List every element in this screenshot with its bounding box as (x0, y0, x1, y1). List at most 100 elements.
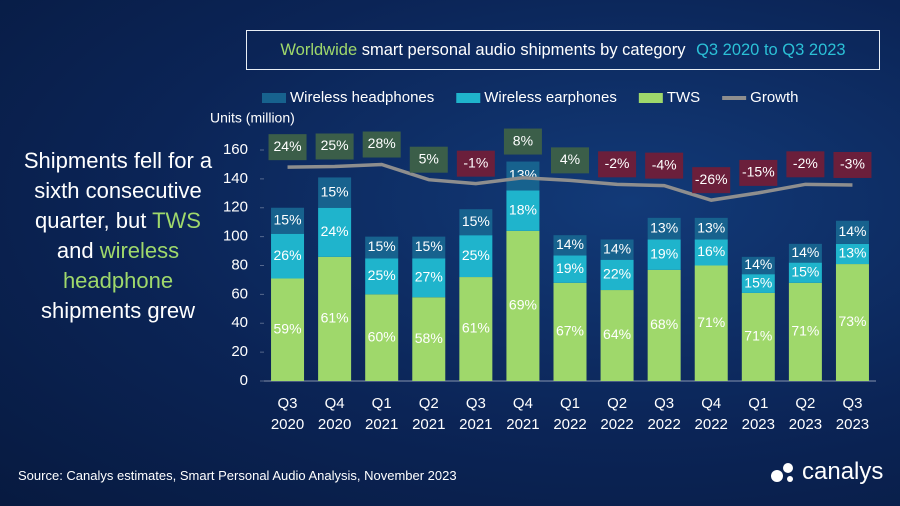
share-label: 71% (697, 314, 725, 330)
x-tick-label: 2021 (506, 416, 539, 433)
title-part: Q3 2020 to Q3 2023 (696, 41, 846, 59)
bar-segment (365, 258, 399, 295)
bar-segment (271, 278, 305, 381)
share-label: 15% (368, 238, 396, 254)
y-tick-label: 80 (231, 256, 248, 273)
growth-label: 8% (513, 132, 533, 148)
growth-label: -15% (742, 164, 775, 180)
x-tick-label: Q1 (372, 395, 392, 412)
growth-label: 25% (321, 137, 349, 153)
x-tick-label: Q1 (560, 395, 580, 412)
bar-segment (459, 277, 493, 381)
bar-segment (412, 236, 446, 259)
chart-title: Worldwide smart personal audio shipments… (246, 30, 880, 70)
growth-label-box (503, 128, 542, 155)
logo-icon (771, 463, 793, 482)
bar-segment (506, 230, 540, 381)
bar-segment (365, 236, 399, 259)
x-tick-label: 2022 (553, 416, 586, 433)
bar-segment (365, 294, 399, 381)
growth-label-box (456, 150, 495, 177)
x-tick-label: Q3 (842, 395, 862, 412)
growth-label: 28% (368, 135, 396, 151)
x-tick-label: 2022 (600, 416, 633, 433)
share-label: 27% (415, 268, 443, 284)
bar-segment (694, 239, 728, 266)
x-tick-label: 2021 (412, 416, 445, 433)
bar-segment (459, 209, 493, 236)
bar-segment (835, 264, 869, 381)
share-label: 15% (415, 238, 443, 254)
growth-label-box (362, 131, 401, 158)
growth-label-box (692, 167, 731, 194)
note-part: and (56, 238, 94, 263)
bar-segment (788, 262, 822, 283)
x-tick-label: 2023 (742, 416, 775, 433)
bar-segment (553, 235, 587, 256)
growth-label-box (833, 151, 872, 178)
note-part: wireless headphone (62, 238, 180, 293)
bar-segment (647, 217, 681, 240)
bar-segment (506, 190, 540, 231)
x-tick-label: Q1 (748, 395, 768, 412)
share-label: 59% (274, 320, 302, 336)
x-tick-label: 2020 (271, 416, 304, 433)
share-label: 68% (650, 316, 678, 332)
share-label: 25% (462, 247, 490, 263)
bar-segment (694, 265, 728, 381)
share-label: 24% (321, 223, 349, 239)
bar-segment (741, 256, 775, 275)
share-label: 61% (321, 310, 349, 326)
x-tick-label: Q4 (701, 395, 721, 412)
growth-label-box (551, 147, 589, 174)
growth-label: -2% (605, 155, 630, 171)
bar-segment (318, 256, 352, 381)
growth-label: -2% (793, 155, 818, 171)
note-part: shipments grew (40, 298, 196, 323)
share-label: 13% (838, 245, 866, 261)
share-label: 58% (415, 330, 443, 346)
x-tick-label: 2022 (647, 416, 680, 433)
share-label: 14% (744, 256, 772, 272)
share-label: 14% (603, 240, 631, 256)
share-label: 15% (791, 263, 819, 279)
bar-segment (553, 282, 587, 381)
x-tick-label: Q3 (466, 395, 486, 412)
side-note: Shipments fell for a sixth consecutive q… (14, 146, 222, 326)
share-label: 18% (509, 201, 537, 217)
bar-segment (600, 259, 634, 291)
bar-segment (553, 255, 587, 283)
share-label: 16% (697, 243, 725, 259)
source: Source: Canalys estimates, Smart Persona… (18, 468, 457, 483)
bar-segment (741, 292, 775, 381)
share-label: 25% (368, 267, 396, 283)
bar-segment (271, 233, 305, 279)
share-label: 14% (791, 244, 819, 260)
bar-segment (835, 243, 869, 265)
growth-label-box (409, 146, 448, 173)
bar-segment (788, 243, 822, 263)
x-tick-label: 2020 (318, 416, 351, 433)
x-tick-label: Q3 (654, 395, 674, 412)
legend-marker (456, 93, 481, 103)
y-tick-label: 60 (231, 285, 248, 302)
logo: canalys (768, 458, 883, 486)
x-tick-label: Q2 (795, 395, 815, 412)
bar-segment (318, 207, 352, 257)
bar-segment (835, 220, 869, 244)
growth-label: 5% (419, 150, 439, 166)
growth-label: -3% (840, 156, 865, 172)
legend-marker (638, 93, 663, 103)
share-label: 60% (368, 328, 396, 344)
share-label: 19% (650, 245, 678, 261)
legend-label: Growth (750, 89, 798, 106)
growth-label: -1% (463, 154, 488, 170)
share-label: 67% (556, 323, 584, 339)
x-tick-label: Q4 (513, 395, 533, 412)
y-tick-label: 40 (231, 314, 248, 331)
share-label: 15% (744, 274, 772, 290)
x-tick-label: Q4 (325, 395, 345, 412)
share-label: 61% (462, 320, 490, 336)
bar-segment (788, 282, 822, 381)
